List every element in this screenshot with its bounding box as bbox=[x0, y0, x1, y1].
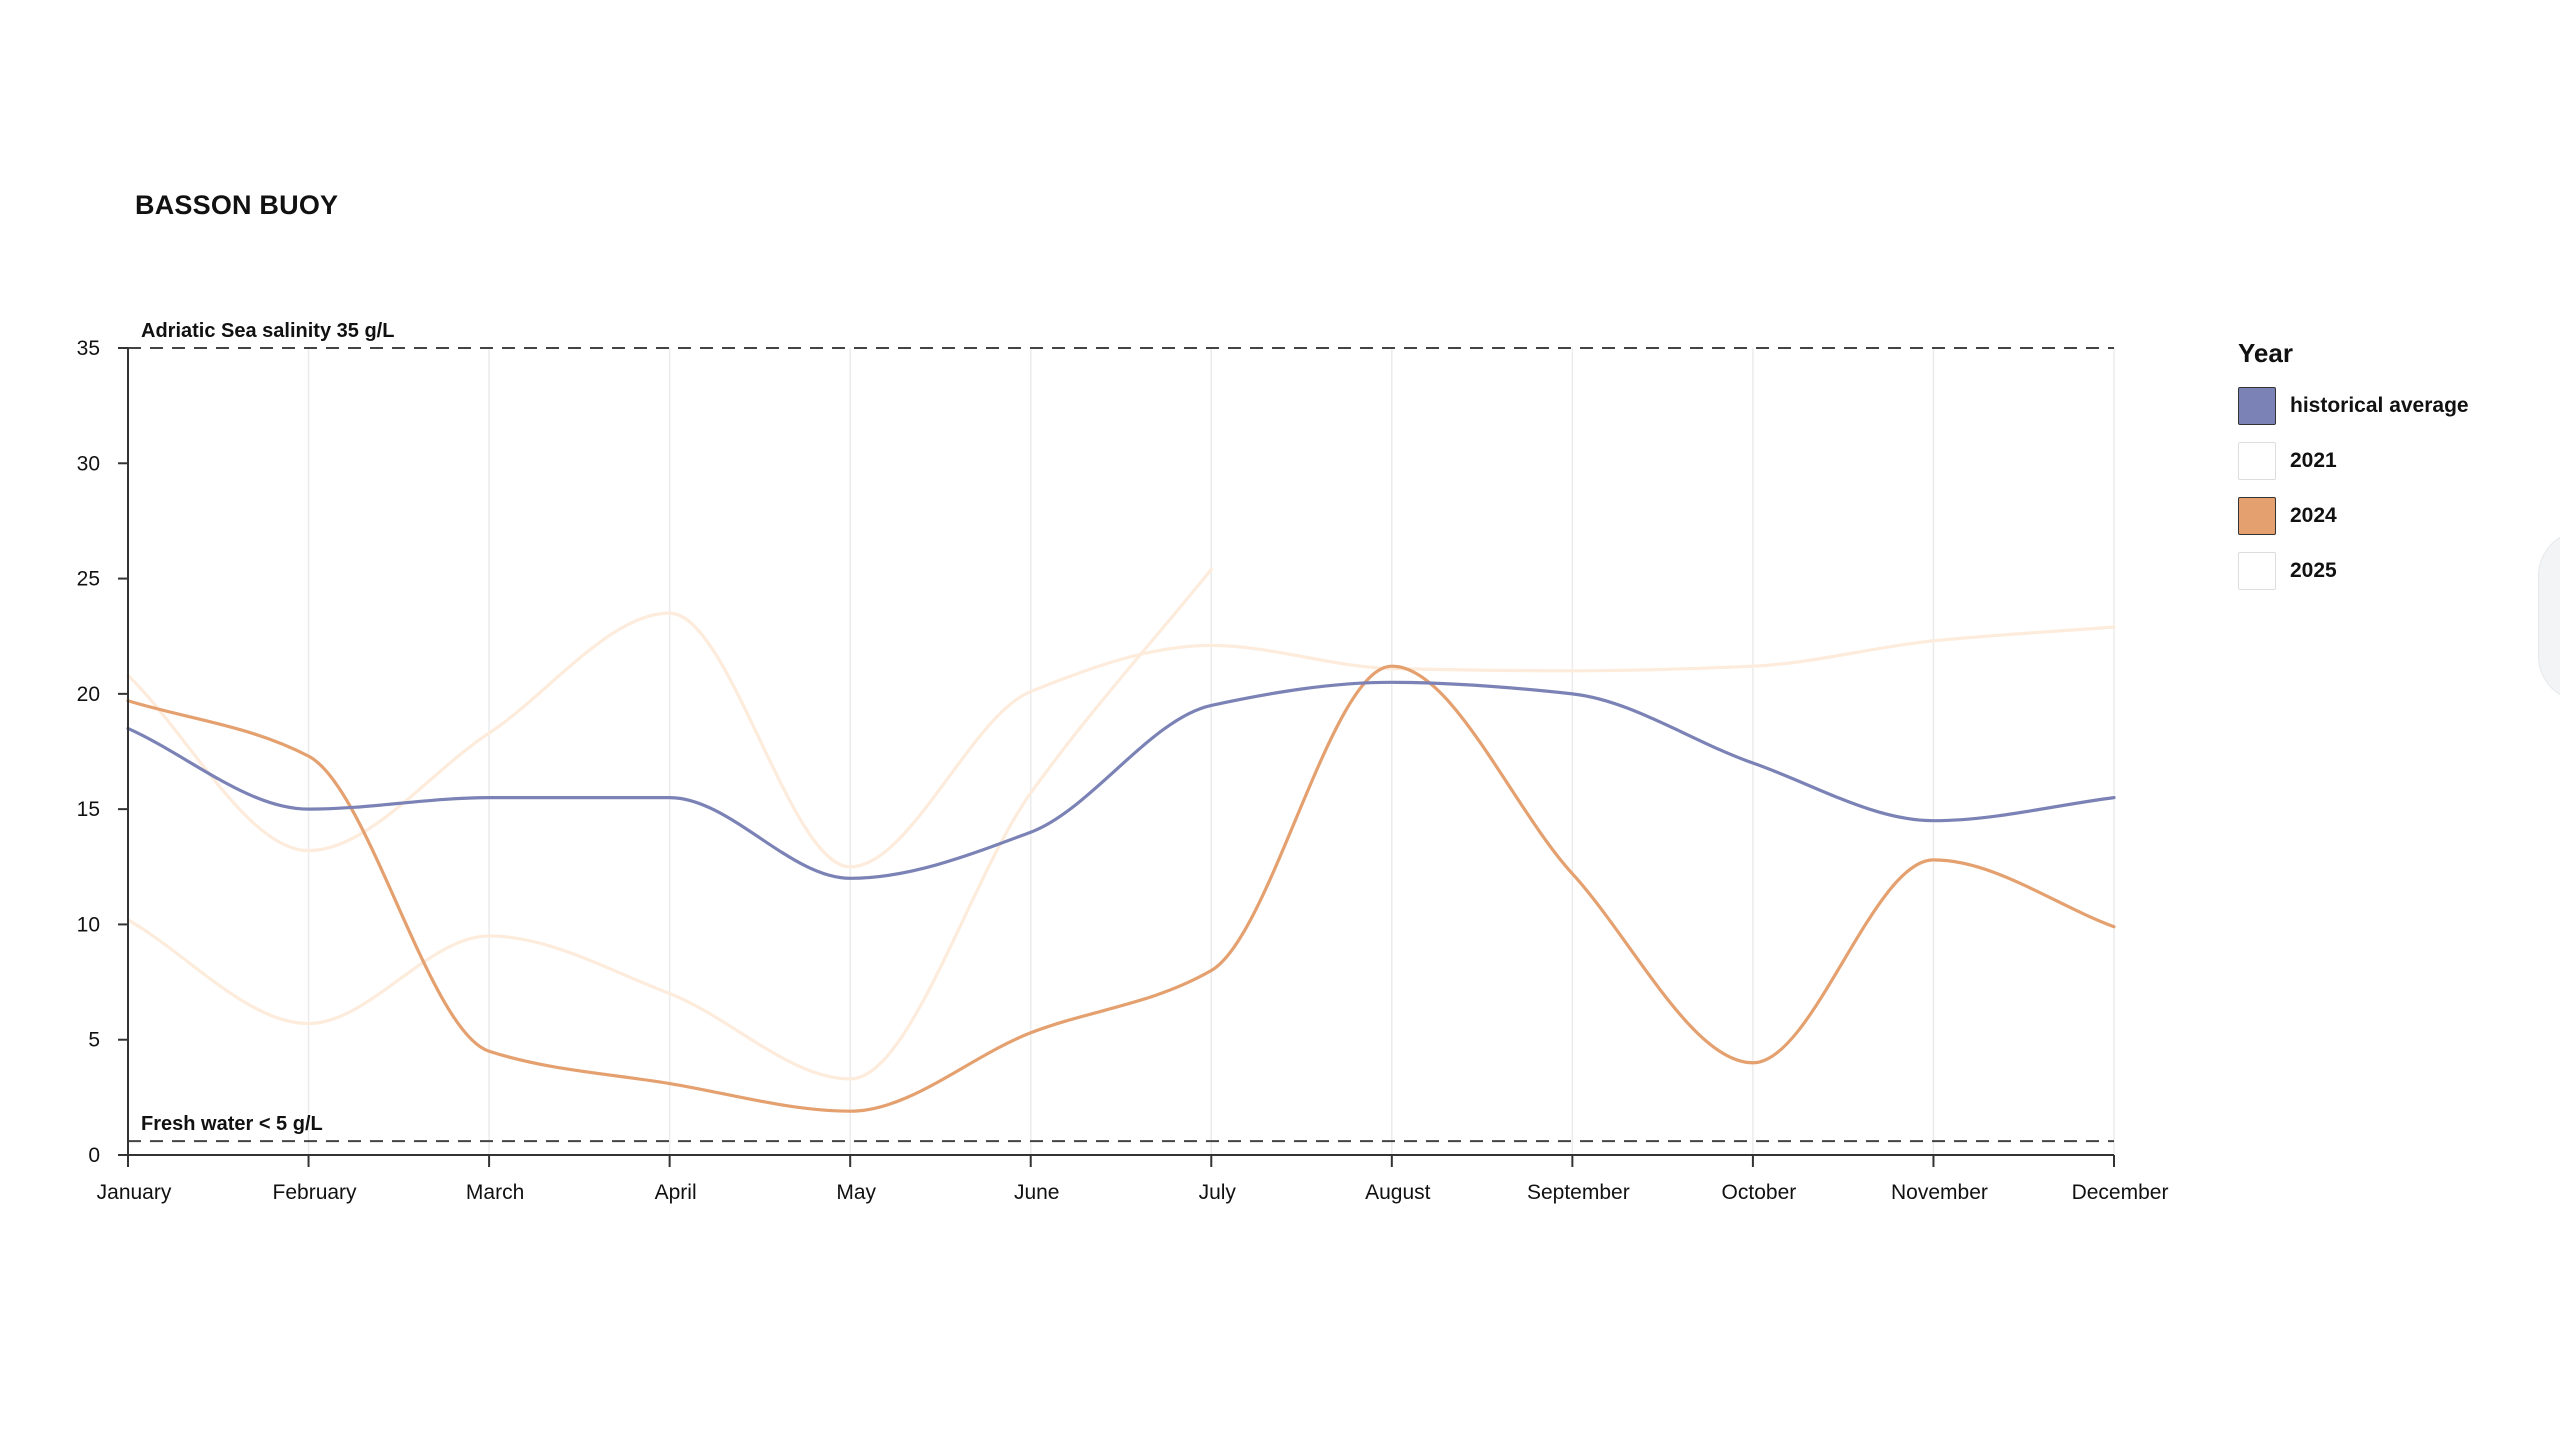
series-line-historical-average bbox=[126, 680, 2116, 880]
legend-swatch bbox=[2238, 552, 2276, 590]
legend-swatch bbox=[2238, 387, 2276, 425]
x-tick-label: May bbox=[836, 1181, 876, 1204]
y-tick-label: 30 bbox=[77, 452, 100, 475]
legend: Year historical average 2021 2024 2025 bbox=[2238, 338, 2469, 605]
legend-swatch bbox=[2238, 442, 2276, 480]
y-tick-label: 20 bbox=[77, 683, 100, 706]
x-tick-label: September bbox=[1527, 1181, 1630, 1204]
x-tick-label: October bbox=[1722, 1181, 1797, 1204]
legend-item-2025[interactable]: 2025 bbox=[2238, 550, 2469, 592]
y-tick-label: 0 bbox=[88, 1144, 100, 1167]
reference-lines: Adriatic Sea salinity 35 g/L Fresh water … bbox=[128, 320, 2114, 1143]
series-line-2025 bbox=[126, 567, 1213, 1081]
reference-line-label: Adriatic Sea salinity 35 g/L bbox=[141, 320, 394, 342]
series-line-2021 bbox=[126, 611, 2116, 869]
legend-item-2021[interactable]: 2021 bbox=[2238, 440, 2469, 482]
legend-item-2024[interactable]: 2024 bbox=[2238, 495, 2469, 537]
y-tick-label: 10 bbox=[77, 913, 100, 936]
y-tick-label: 25 bbox=[77, 568, 100, 591]
x-tick-label: February bbox=[273, 1181, 358, 1204]
axes: 0 5 10 15 20 25 30 35 January February March April M… bbox=[77, 337, 2169, 1204]
chart-title: BASSON BUOY bbox=[135, 190, 339, 220]
x-tick-label: July bbox=[1199, 1181, 1237, 1204]
x-tick-label: November bbox=[1891, 1181, 1988, 1204]
x-tick-label: January bbox=[97, 1181, 172, 1204]
reference-line-label: Fresh water < 5 g/L bbox=[141, 1113, 323, 1135]
series-line-2024 bbox=[126, 664, 2116, 1113]
legend-label: historical average bbox=[2290, 394, 2469, 417]
legend-label: 2025 bbox=[2290, 559, 2337, 582]
y-tick-label: 5 bbox=[88, 1029, 100, 1052]
x-tick-label: December bbox=[2072, 1181, 2169, 1204]
y-tick-label: 35 bbox=[77, 337, 100, 360]
y-tick-label: 15 bbox=[77, 798, 100, 821]
x-tick-label: April bbox=[655, 1181, 697, 1204]
legend-label: 2024 bbox=[2290, 504, 2337, 527]
legend-title: Year bbox=[2238, 338, 2293, 368]
x-tick-label: June bbox=[1014, 1181, 1060, 1204]
legend-label: 2021 bbox=[2290, 449, 2337, 472]
grid-layer bbox=[307, 348, 2115, 1155]
series-layer bbox=[126, 567, 2116, 1113]
x-tick-label: March bbox=[466, 1181, 524, 1204]
x-tick-label: August bbox=[1365, 1181, 1431, 1204]
legend-item-historical-average[interactable]: historical average bbox=[2238, 385, 2469, 427]
legend-swatch bbox=[2238, 497, 2276, 535]
